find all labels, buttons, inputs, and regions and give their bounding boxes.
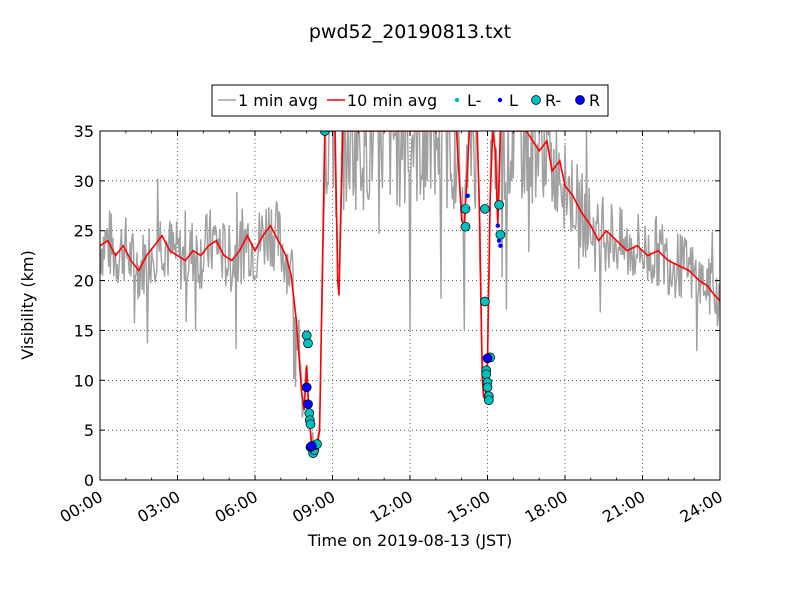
legend-ten-min-label: 10 min avg	[347, 91, 437, 110]
l-point	[307, 402, 312, 407]
l-point	[498, 243, 503, 248]
y-tick-label: 35	[74, 122, 94, 141]
r-minus-point	[301, 330, 312, 341]
y-tick-label: 15	[74, 321, 94, 340]
r-minus-point	[494, 199, 504, 210]
ten-min-avg-line	[100, 131, 720, 452]
x-axis-label: Time on 2019-08-13 (JST)	[307, 531, 512, 550]
y-axis-label: Visibility (km)	[18, 250, 37, 359]
r-point	[482, 353, 493, 364]
l-point	[304, 385, 309, 390]
r-minus-point	[481, 369, 492, 380]
r-minus-point	[460, 221, 471, 232]
legend-l-label: L	[509, 91, 518, 110]
legend-r-label: R	[589, 91, 600, 110]
l-minus-point	[464, 203, 469, 208]
grid-lines	[100, 131, 720, 480]
r-minus-point	[480, 203, 490, 214]
legend-r-minus-marker	[531, 95, 541, 105]
y-tick-label: 5	[84, 421, 94, 440]
y-tick-label: 0	[84, 471, 94, 490]
r-minus-point	[303, 338, 313, 349]
r-minus-point	[480, 296, 490, 307]
r-minus-point	[482, 382, 493, 393]
r-minus-point	[319, 131, 330, 136]
legend: 1 min avg 10 min avg L- L R- R	[211, 84, 609, 117]
y-tick-label: 30	[74, 172, 94, 191]
legend-r-minus-label: R-	[545, 91, 561, 110]
marker-layer	[301, 131, 506, 458]
chart-title: pwd52_20190813.txt	[309, 21, 511, 43]
l-point	[496, 238, 502, 243]
series-layer	[100, 131, 720, 458]
axis-ticks	[99, 130, 721, 481]
y-tick-label: 20	[74, 272, 94, 291]
r-minus-point	[305, 419, 316, 430]
l-point	[309, 444, 314, 450]
legend-l-marker	[497, 97, 503, 103]
legend-one-min-label: 1 min avg	[238, 91, 318, 110]
one-min-avg-line	[100, 131, 720, 456]
y-tick-label: 10	[74, 371, 94, 390]
l-point	[495, 223, 500, 228]
r-minus-point	[483, 395, 494, 406]
l-point	[465, 193, 470, 198]
legend-r-marker	[575, 95, 585, 105]
legend-l-minus-label: L-	[467, 91, 481, 110]
legend-box	[211, 84, 609, 117]
r-minus-point	[495, 229, 506, 240]
legend-l-minus-marker	[454, 97, 460, 103]
y-tick-label: 25	[74, 222, 94, 241]
